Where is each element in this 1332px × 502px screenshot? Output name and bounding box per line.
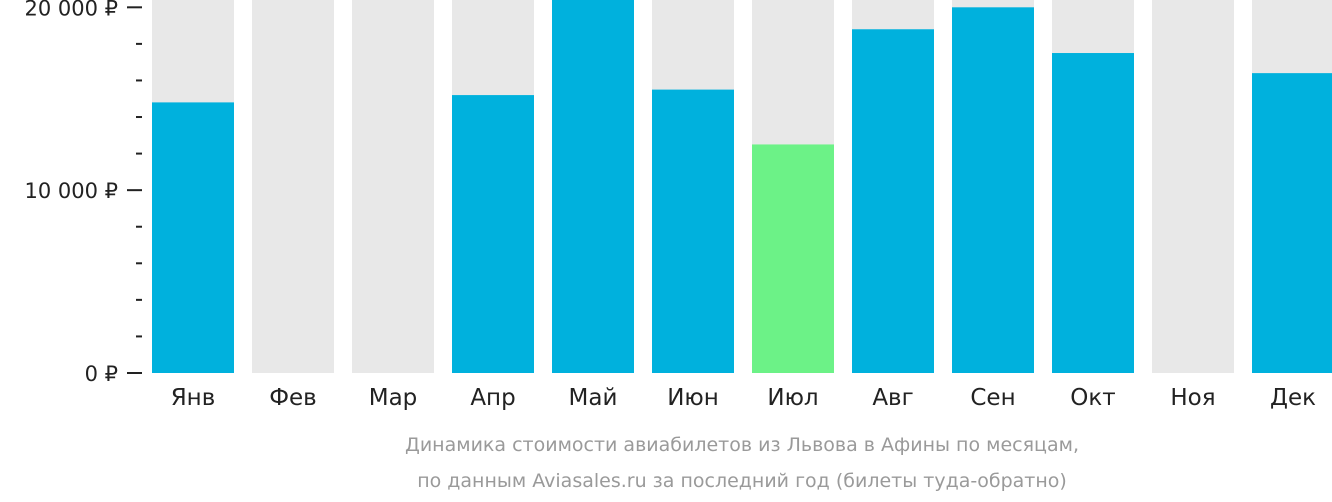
bar-7: [752, 144, 834, 373]
x-label-7: Июл: [767, 385, 818, 411]
x-label-8: Авг: [872, 385, 913, 411]
column-bg-3: [352, 0, 434, 373]
bar-6: [652, 89, 734, 373]
bar-10: [1052, 53, 1134, 374]
x-axis-labels: Янв Фев Мар Апр Май Июн Июл Авг Сен Окт Ноя Дек: [171, 385, 1316, 411]
bar-9: [952, 7, 1034, 374]
bar-12: [1252, 73, 1332, 373]
caption-line-2: по данным Aviasales.ru за последний год …: [417, 470, 1067, 492]
y-tick-label-2: 10 000 ₽: [24, 179, 118, 203]
bar-1: [152, 102, 234, 374]
x-label-9: Сен: [970, 385, 1015, 411]
x-label-3: Мар: [369, 385, 418, 411]
y-tick-label-3: 20 000 ₽: [24, 0, 118, 20]
x-label-4: Апр: [470, 385, 515, 411]
y-tick-label-1: 0 ₽: [85, 362, 118, 386]
column-bg-2: [252, 0, 334, 373]
x-label-2: Фев: [269, 385, 317, 411]
bar-8: [852, 29, 934, 373]
x-label-1: Янв: [171, 385, 216, 411]
x-label-5: Май: [569, 385, 618, 411]
x-label-10: Окт: [1070, 385, 1115, 411]
x-label-6: Июн: [667, 385, 719, 411]
bar-5: [552, 0, 634, 373]
column-bg-11: [1152, 0, 1234, 373]
bar-4: [452, 95, 534, 373]
bars: [152, 0, 1332, 374]
x-label-11: Ноя: [1170, 385, 1215, 411]
x-label-12: Дек: [1270, 385, 1316, 411]
y-axis: 0 ₽ 10 000 ₽ 20 000 ₽: [24, 0, 142, 386]
column-backgrounds: [152, 0, 1332, 373]
caption-line-1: Динамика стоимости авиабилетов из Львова…: [405, 434, 1079, 456]
